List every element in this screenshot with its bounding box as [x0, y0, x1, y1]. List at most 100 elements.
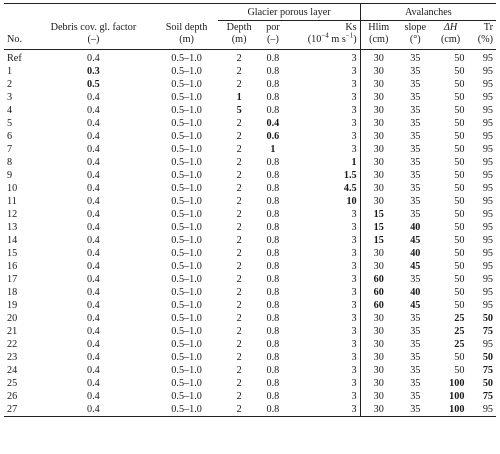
table-row: 3 0.4 0.5–1.0 1 0.8 3 30 35 50 95: [4, 91, 496, 104]
cell-tr: 95: [482, 273, 493, 285]
table-row: 10 0.4 0.5–1.0 2 0.8 4.5 30 35 50 95: [4, 182, 496, 195]
cell-slope: 35: [410, 312, 421, 324]
table-row: 24 0.4 0.5–1.0 2 0.8 3 30 35 50 75: [4, 364, 496, 377]
cell-tr: 95: [482, 169, 493, 181]
cell-no: 1: [7, 65, 13, 77]
cell-depth: 2: [236, 156, 242, 168]
cell-hlim: 15: [373, 208, 384, 220]
col-header-depth: Depth (m): [218, 21, 259, 50]
cell-no: 25: [7, 377, 18, 389]
cell-soil-depth: 0.5–1.0: [154, 403, 219, 417]
cell-slope: 35: [410, 390, 421, 402]
cell-depth: 2: [236, 221, 242, 233]
cell-delta-h: 50: [454, 247, 465, 259]
cell-hlim: 30: [373, 91, 384, 103]
cell-no: 27: [4, 403, 33, 417]
cell-slope: 45: [410, 234, 421, 246]
cell-soil-depth: 0.5–1.0: [171, 273, 202, 285]
cell-depth: 2: [236, 364, 242, 376]
col-unit: (%): [477, 34, 493, 45]
col-unit: (m): [179, 34, 194, 45]
cell-debris-factor: 0.4: [87, 182, 100, 194]
cell-por: 1: [270, 143, 276, 155]
col-unit: (–): [87, 34, 100, 45]
cell-ks: 3: [286, 78, 361, 91]
cell-slope: 35: [410, 104, 421, 116]
cell-depth: 2: [236, 52, 242, 64]
col-name: slope: [404, 22, 427, 33]
cell-debris-factor: 0.4: [87, 260, 100, 272]
cell-soil-depth: 0.5–1.0: [171, 377, 202, 389]
col-unit: (cm): [440, 34, 461, 45]
cell-no: 24: [7, 364, 18, 376]
cell-tr: 95: [482, 221, 493, 233]
cell-no: 12: [7, 208, 18, 220]
group-header-glacier: Glacier porous layer: [218, 3, 361, 21]
cell-delta-h: 50: [454, 169, 465, 181]
cell-soil-depth: 0.5–1.0: [171, 195, 202, 207]
cell-ks: 1: [286, 156, 361, 169]
cell-debris-factor: 0.4: [87, 325, 100, 337]
cell-delta-h: 25: [454, 312, 465, 324]
cell-debris-factor: 0.4: [87, 273, 100, 285]
col-name: Hlim: [368, 22, 390, 33]
cell-hlim: 30: [373, 260, 384, 272]
cell-depth: 2: [236, 130, 242, 142]
col-header-ks: Ks (10−4 m s−1): [286, 20, 361, 50]
cell-hlim: 30: [373, 169, 384, 181]
cell-slope: 35: [410, 195, 421, 207]
cell-ks: 1.5: [286, 169, 361, 182]
cell-slope: 35: [410, 156, 421, 168]
cell-ks: 3: [286, 273, 361, 286]
cell-ks: 3: [286, 299, 361, 312]
cell-delta-h: 50: [454, 208, 465, 220]
cell-hlim: 30: [373, 390, 384, 402]
cell-slope: 35: [410, 117, 421, 129]
col-name: ΔH: [443, 22, 458, 33]
cell-por: 0.8: [259, 403, 287, 417]
cell-depth: 2: [218, 403, 260, 417]
table-row: 5 0.4 0.5–1.0 2 0.4 3 30 35 50 95: [4, 117, 496, 130]
cell-hlim: 30: [373, 104, 384, 116]
cell-no: 26: [7, 390, 18, 402]
cell-por: 0.8: [266, 364, 280, 376]
cell-delta-h: 50: [454, 221, 465, 233]
cell-slope: 35: [410, 52, 421, 64]
cell-soil-depth: 0.5–1.0: [171, 234, 202, 246]
table-row: 14 0.4 0.5–1.0 2 0.8 3 15 45 50 95: [4, 234, 496, 247]
cell-depth: 2: [236, 169, 242, 181]
cell-slope: 35: [396, 403, 434, 417]
cell-delta-h: 100: [449, 377, 465, 389]
table-row: 22 0.4 0.5–1.0 2 0.8 3 30 35 25 95: [4, 338, 496, 351]
cell-por: 0.8: [266, 52, 280, 64]
cell-tr: 50: [482, 377, 493, 389]
cell-por: 0.8: [266, 338, 280, 350]
parameter-table: Glacier porous layer Avalanches No. Debr…: [4, 3, 496, 417]
cell-por: 0.8: [266, 182, 280, 194]
table-row: 17 0.4 0.5–1.0 2 0.8 3 60 35 50 95: [4, 273, 496, 286]
cell-ks: 3: [286, 130, 361, 143]
table-row: 11 0.4 0.5–1.0 2 0.8 10 30 35 50 95: [4, 195, 496, 208]
cell-no: 7: [7, 143, 13, 155]
cell-delta-h: 100: [433, 403, 468, 417]
cell-tr: 95: [482, 234, 493, 246]
table-row: 2 0.5 0.5–1.0 2 0.8 3 30 35 50 95: [4, 78, 496, 91]
cell-soil-depth: 0.5–1.0: [171, 156, 202, 168]
cell-slope: 45: [410, 260, 421, 272]
cell-soil-depth: 0.5–1.0: [171, 286, 202, 298]
col-unit: (cm): [369, 34, 389, 45]
cell-debris-factor: 0.4: [87, 234, 100, 246]
cell-depth: 2: [236, 234, 242, 246]
cell-por: 0.8: [266, 325, 280, 337]
cell-soil-depth: 0.5–1.0: [171, 117, 202, 129]
cell-tr: 75: [482, 325, 493, 337]
table-row: 21 0.4 0.5–1.0 2 0.8 3 30 35 25 75: [4, 325, 496, 338]
cell-depth: 2: [236, 273, 242, 285]
cell-por: 0.6: [266, 130, 280, 142]
cell-depth: 1: [236, 91, 242, 103]
cell-slope: 35: [410, 208, 421, 220]
cell-no: 19: [7, 299, 18, 311]
col-header-soil-depth: Soil depth (m): [155, 21, 219, 50]
col-name: Depth: [226, 22, 252, 33]
cell-soil-depth: 0.5–1.0: [171, 91, 202, 103]
